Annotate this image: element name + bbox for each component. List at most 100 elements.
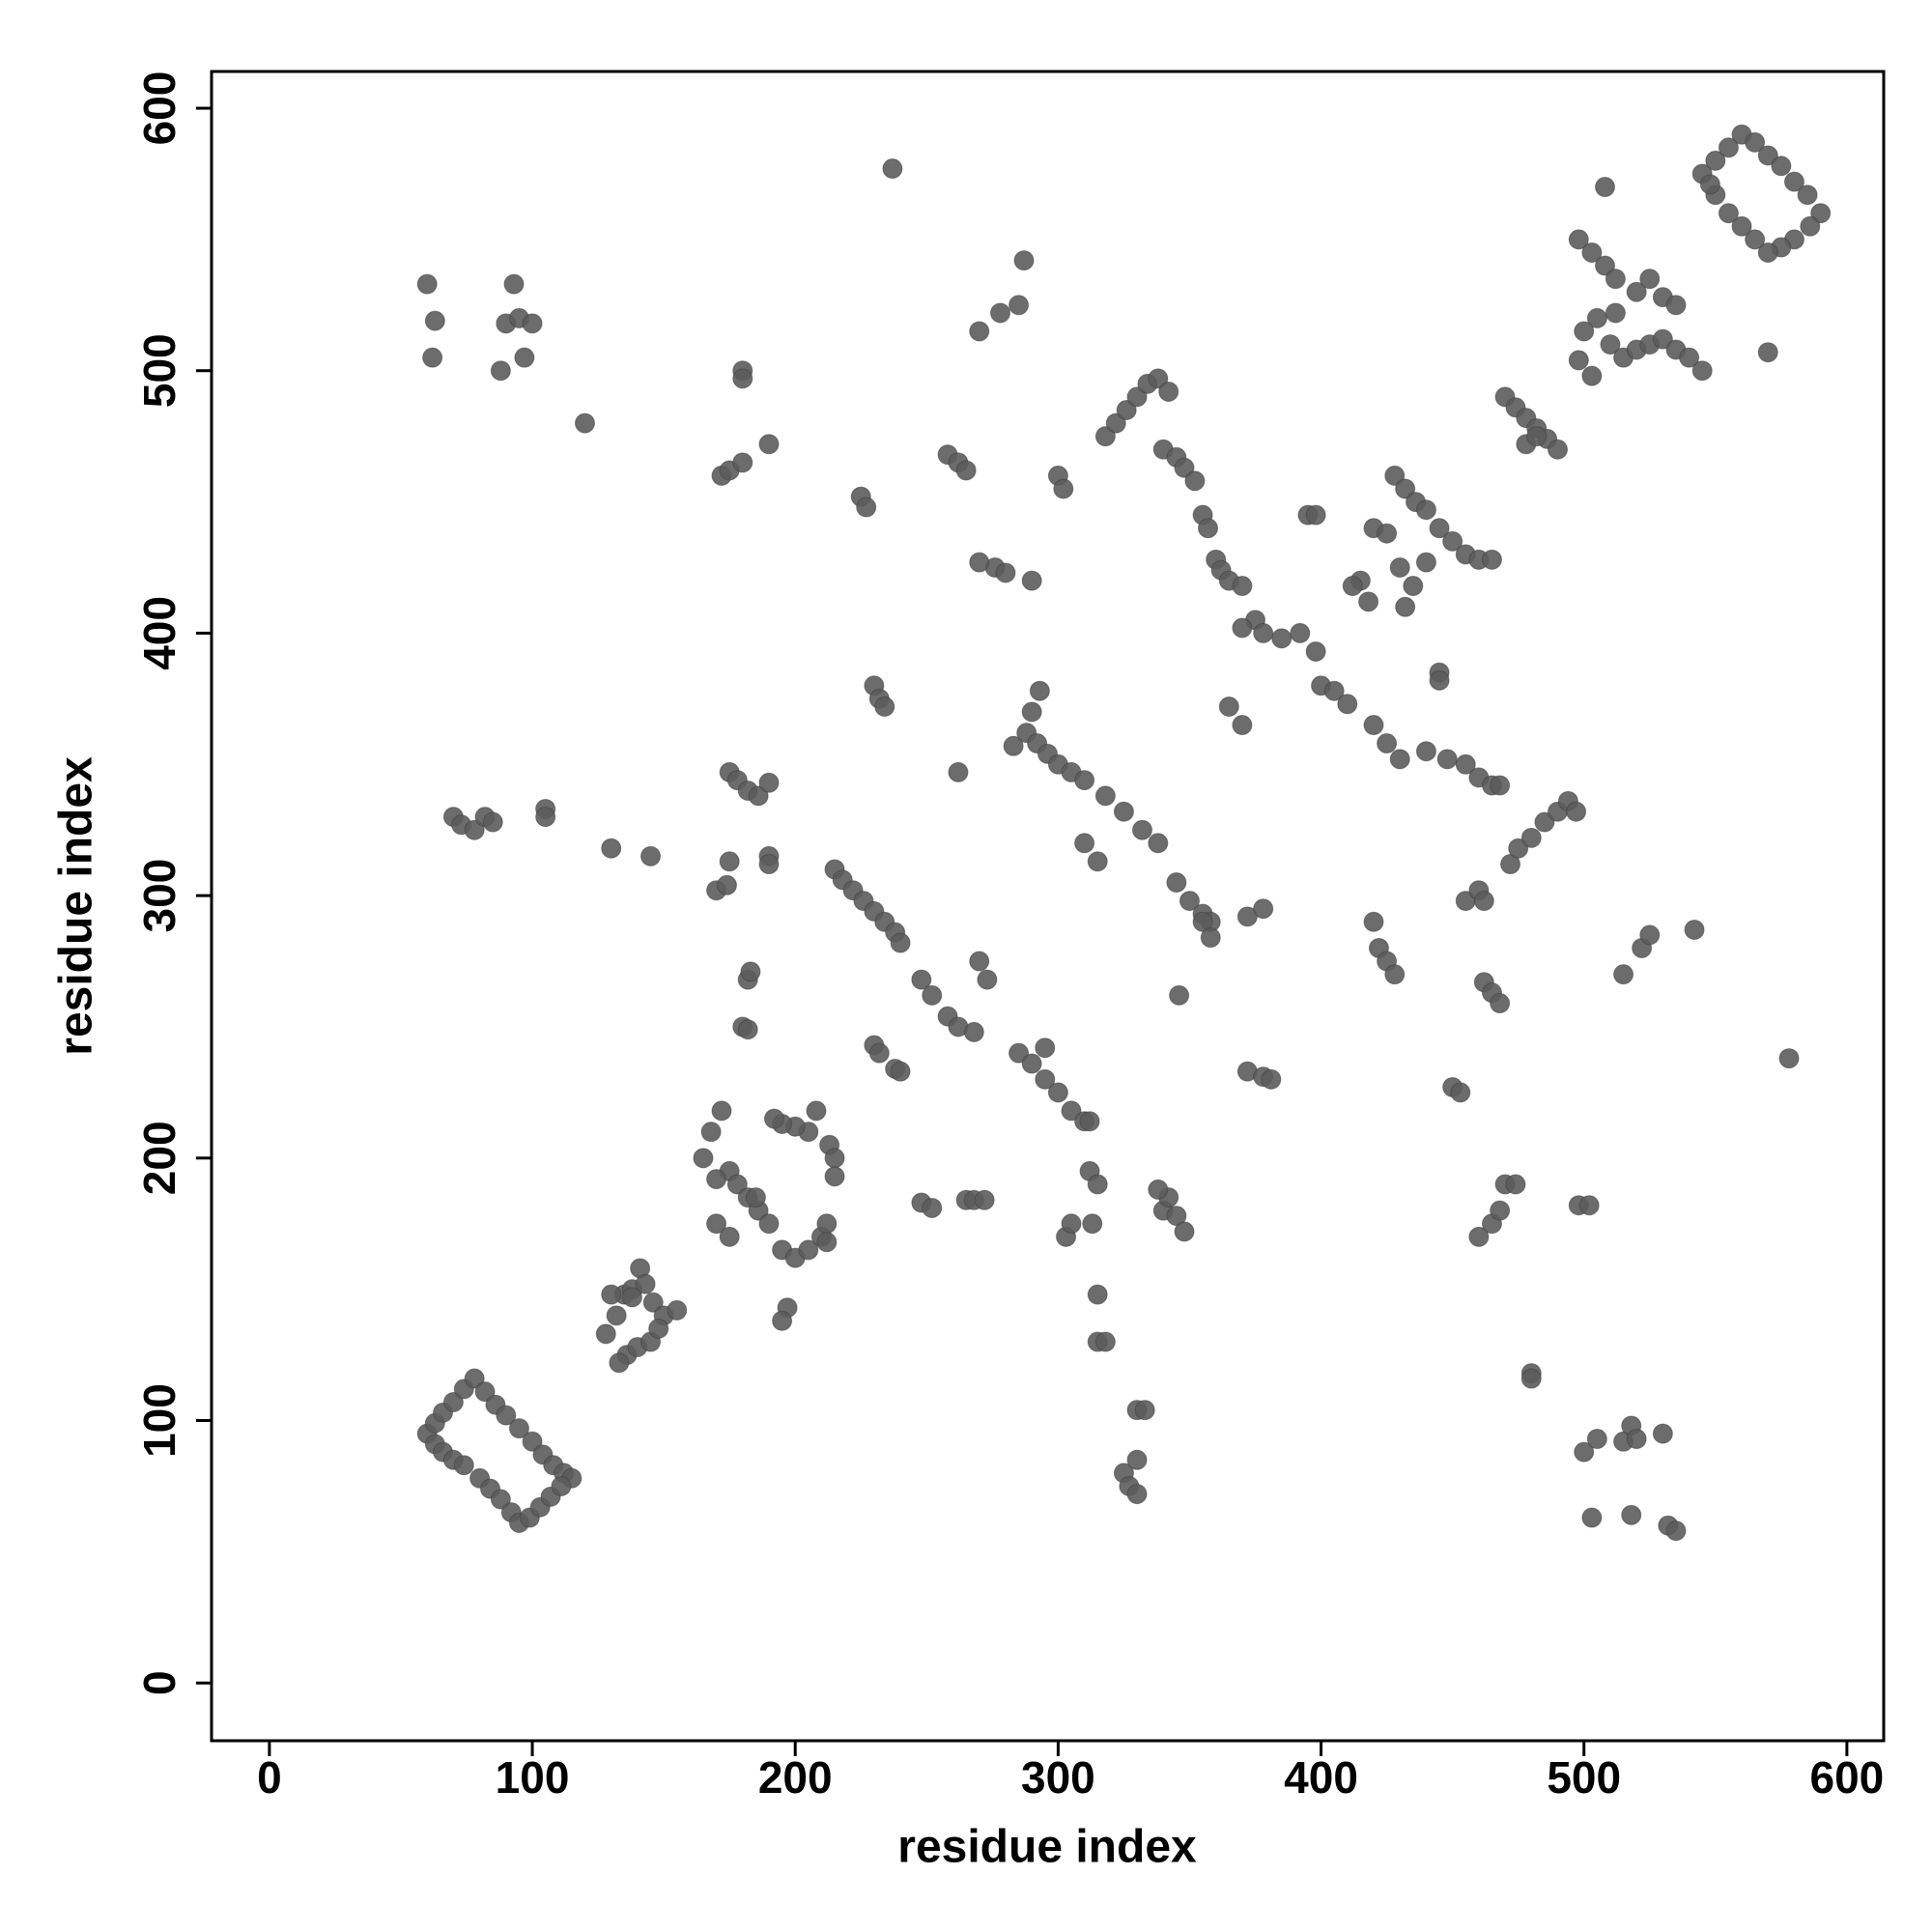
point — [1652, 1423, 1673, 1444]
point — [1087, 1174, 1108, 1195]
point — [1148, 833, 1169, 854]
point — [719, 1226, 740, 1247]
point — [922, 1197, 943, 1218]
point — [1021, 1053, 1042, 1074]
point — [1305, 504, 1326, 526]
point — [1505, 1174, 1526, 1195]
point — [1415, 552, 1436, 573]
point — [1450, 1082, 1471, 1103]
point — [1481, 549, 1502, 570]
point — [740, 961, 761, 982]
point — [1126, 1484, 1148, 1505]
point — [1047, 1082, 1068, 1103]
point — [1029, 680, 1050, 701]
point — [1198, 518, 1219, 539]
point — [1305, 640, 1326, 662]
point — [856, 497, 877, 518]
point — [1578, 1195, 1600, 1216]
point — [1699, 174, 1720, 195]
point — [1778, 1048, 1800, 1069]
point — [1232, 715, 1253, 736]
point — [609, 1352, 630, 1374]
point — [601, 1284, 622, 1305]
y-tick-label: 400 — [134, 596, 185, 670]
point — [1600, 334, 1621, 355]
point — [606, 1305, 627, 1326]
point — [1684, 919, 1705, 940]
point — [1436, 749, 1458, 770]
point — [963, 1021, 984, 1042]
point — [1665, 295, 1687, 316]
point — [1800, 215, 1821, 237]
point — [1490, 993, 1511, 1014]
y-tick-label: 0 — [134, 1670, 185, 1695]
point — [798, 1239, 819, 1261]
point — [1179, 891, 1200, 912]
point — [1731, 215, 1752, 237]
point — [1665, 1520, 1687, 1542]
point — [977, 969, 998, 990]
point — [1113, 801, 1134, 822]
point — [1639, 924, 1661, 946]
point — [514, 347, 535, 368]
point — [1395, 596, 1416, 617]
point — [635, 1273, 656, 1294]
point — [1526, 426, 1548, 447]
point — [824, 1166, 845, 1187]
point — [732, 368, 753, 389]
point — [490, 360, 511, 382]
x-tick-label: 500 — [1547, 1752, 1621, 1803]
point — [874, 696, 895, 718]
point — [1384, 964, 1406, 985]
point — [1232, 576, 1253, 597]
y-axis-label: residue index — [51, 756, 102, 1056]
point — [1581, 242, 1603, 263]
point — [1520, 827, 1542, 848]
point — [503, 273, 525, 295]
point — [1169, 984, 1190, 1006]
point — [969, 321, 990, 342]
point — [922, 984, 943, 1006]
point — [955, 460, 977, 481]
point — [1053, 478, 1074, 499]
point — [1605, 302, 1626, 324]
point — [1783, 171, 1804, 192]
point — [1074, 770, 1095, 791]
point — [1613, 964, 1634, 985]
plot-frame — [210, 70, 1886, 1743]
point — [1403, 576, 1424, 597]
point — [1568, 350, 1589, 371]
point — [1429, 518, 1450, 539]
point — [772, 1310, 793, 1331]
point — [667, 1299, 688, 1321]
point — [882, 158, 903, 180]
point — [1415, 741, 1436, 762]
x-tick-label: 400 — [1284, 1752, 1358, 1803]
point — [758, 854, 780, 875]
point — [422, 347, 443, 368]
point — [1218, 696, 1239, 718]
x-axis-label: residue index — [897, 1822, 1197, 1873]
point — [1574, 321, 1595, 342]
point — [1581, 1507, 1603, 1528]
y-tick-label: 100 — [134, 1383, 185, 1458]
point — [758, 1213, 780, 1235]
point — [1232, 617, 1253, 639]
point — [1021, 570, 1042, 591]
point — [1074, 833, 1095, 854]
point — [737, 1019, 758, 1040]
point — [1253, 622, 1274, 643]
point — [758, 434, 780, 455]
point — [1574, 1441, 1595, 1463]
point — [1377, 733, 1398, 754]
point — [1442, 530, 1463, 552]
point — [1586, 307, 1607, 328]
point — [816, 1213, 838, 1235]
point — [1013, 250, 1035, 271]
point — [1174, 1221, 1195, 1242]
point — [1087, 851, 1108, 872]
point — [1358, 591, 1379, 612]
point — [535, 807, 556, 828]
point — [640, 845, 662, 867]
